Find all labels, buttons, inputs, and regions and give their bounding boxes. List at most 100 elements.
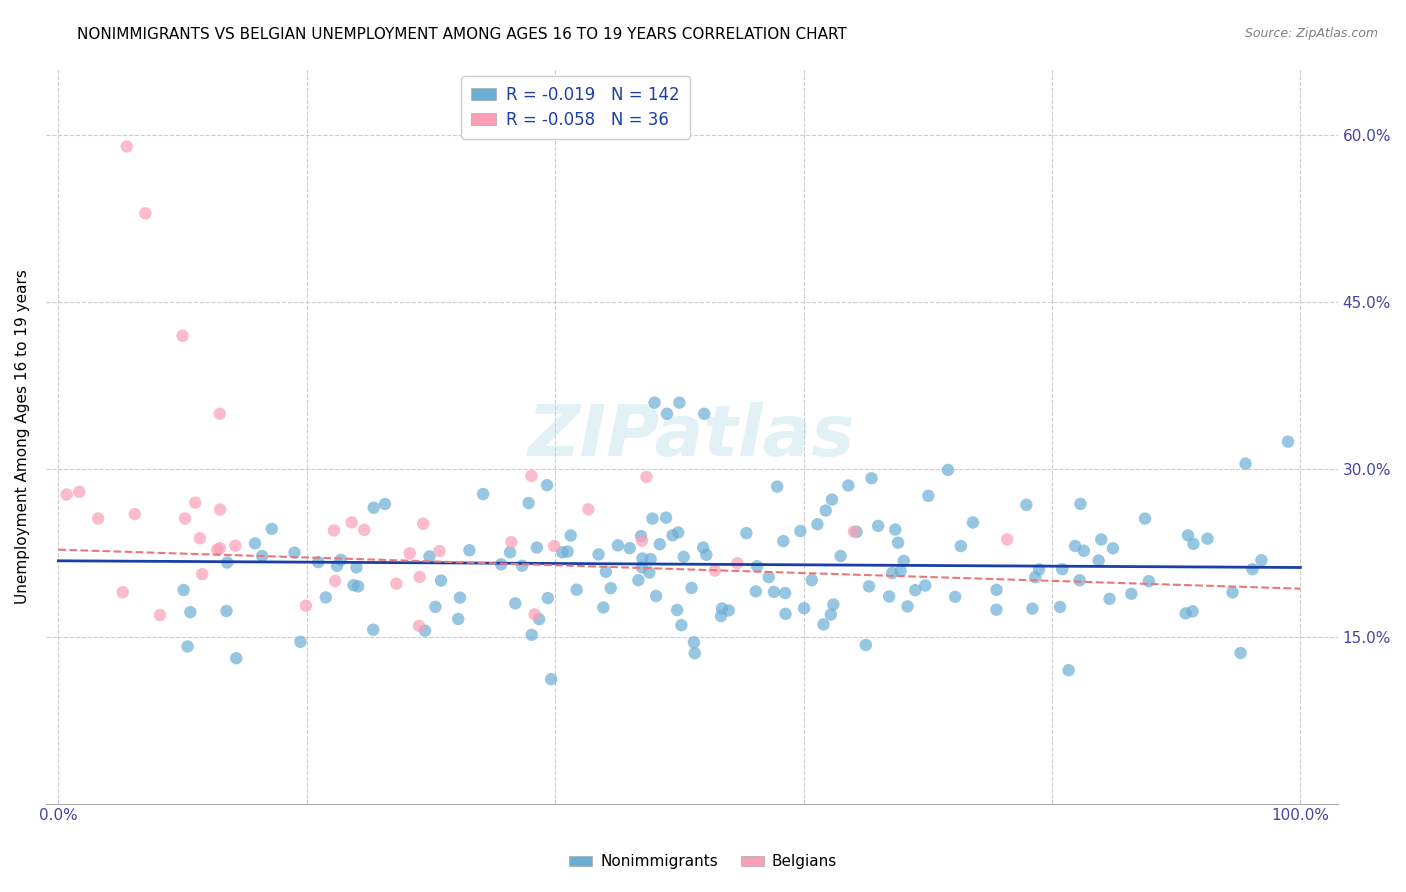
- Point: [893, 554, 915, 568]
- Point: [124, 507, 146, 521]
- Point: [1229, 646, 1251, 660]
- Point: [217, 556, 239, 570]
- Point: [250, 549, 273, 563]
- Point: [962, 516, 984, 530]
- Point: [1069, 497, 1091, 511]
- Point: [692, 541, 714, 555]
- Point: [209, 502, 232, 516]
- Point: [537, 591, 560, 606]
- Point: [560, 528, 582, 542]
- Point: [1174, 607, 1197, 621]
- Point: [1121, 587, 1143, 601]
- Point: [661, 528, 683, 542]
- Point: [1028, 562, 1050, 576]
- Point: [315, 591, 337, 605]
- Point: [655, 510, 678, 524]
- Point: [681, 581, 703, 595]
- Point: [55, 487, 77, 501]
- Point: [858, 579, 880, 593]
- Point: [179, 605, 201, 619]
- Point: [565, 582, 588, 597]
- Point: [1181, 604, 1204, 618]
- Point: [636, 470, 658, 484]
- Point: [398, 546, 420, 560]
- Point: [672, 549, 695, 564]
- Point: [134, 206, 156, 220]
- Point: [1098, 591, 1121, 606]
- Point: [1024, 570, 1046, 584]
- Point: [845, 524, 868, 539]
- Point: [526, 541, 548, 555]
- Point: [418, 549, 440, 564]
- Point: [1182, 537, 1205, 551]
- Point: [503, 596, 526, 610]
- Point: [576, 502, 599, 516]
- Point: [619, 541, 641, 555]
- Y-axis label: Unemployment Among Ages 16 to 19 years: Unemployment Among Ages 16 to 19 years: [15, 268, 30, 604]
- Point: [520, 468, 543, 483]
- Point: [205, 542, 228, 557]
- Point: [823, 598, 845, 612]
- Point: [208, 407, 231, 421]
- Text: Source: ZipAtlas.com: Source: ZipAtlas.com: [1244, 27, 1378, 40]
- Point: [1087, 553, 1109, 567]
- Point: [830, 549, 852, 563]
- Legend: R = -0.019   N = 142, R = -0.058   N = 36: R = -0.019 N = 142, R = -0.058 N = 36: [461, 76, 690, 138]
- Point: [666, 525, 689, 540]
- Point: [887, 535, 910, 549]
- Point: [645, 589, 668, 603]
- Point: [1090, 533, 1112, 547]
- Point: [322, 524, 344, 538]
- Point: [693, 407, 716, 421]
- Point: [536, 478, 558, 492]
- Point: [884, 523, 907, 537]
- Point: [789, 524, 811, 538]
- Point: [588, 548, 610, 562]
- Point: [1073, 543, 1095, 558]
- Point: [1069, 574, 1091, 588]
- Point: [860, 471, 883, 485]
- Point: [711, 601, 734, 615]
- Point: [655, 407, 678, 421]
- Point: [595, 565, 617, 579]
- Point: [425, 599, 447, 614]
- Point: [87, 511, 110, 525]
- Point: [936, 463, 959, 477]
- Point: [489, 558, 512, 572]
- Point: [1137, 574, 1160, 589]
- Point: [149, 608, 172, 623]
- Point: [215, 604, 238, 618]
- Point: [225, 651, 247, 665]
- Point: [342, 578, 364, 592]
- Point: [630, 529, 652, 543]
- Point: [627, 573, 650, 587]
- Point: [283, 546, 305, 560]
- Point: [890, 564, 912, 578]
- Point: [917, 489, 939, 503]
- Point: [710, 609, 733, 624]
- Point: [1133, 511, 1156, 525]
- Point: [173, 582, 195, 597]
- Point: [174, 511, 197, 525]
- Point: [543, 539, 565, 553]
- Point: [517, 496, 540, 510]
- Point: [191, 567, 214, 582]
- Point: [745, 584, 768, 599]
- Point: [949, 539, 972, 553]
- Point: [758, 570, 780, 584]
- Point: [671, 618, 693, 632]
- Point: [557, 544, 579, 558]
- Point: [326, 558, 349, 573]
- Point: [472, 487, 495, 501]
- Point: [775, 607, 797, 621]
- Point: [842, 524, 865, 539]
- Text: ZIPatlas: ZIPatlas: [529, 401, 855, 471]
- Point: [458, 543, 481, 558]
- Point: [986, 602, 1008, 616]
- Point: [176, 640, 198, 654]
- Point: [904, 583, 927, 598]
- Point: [340, 516, 363, 530]
- Point: [347, 579, 370, 593]
- Point: [188, 531, 211, 545]
- Point: [1234, 457, 1257, 471]
